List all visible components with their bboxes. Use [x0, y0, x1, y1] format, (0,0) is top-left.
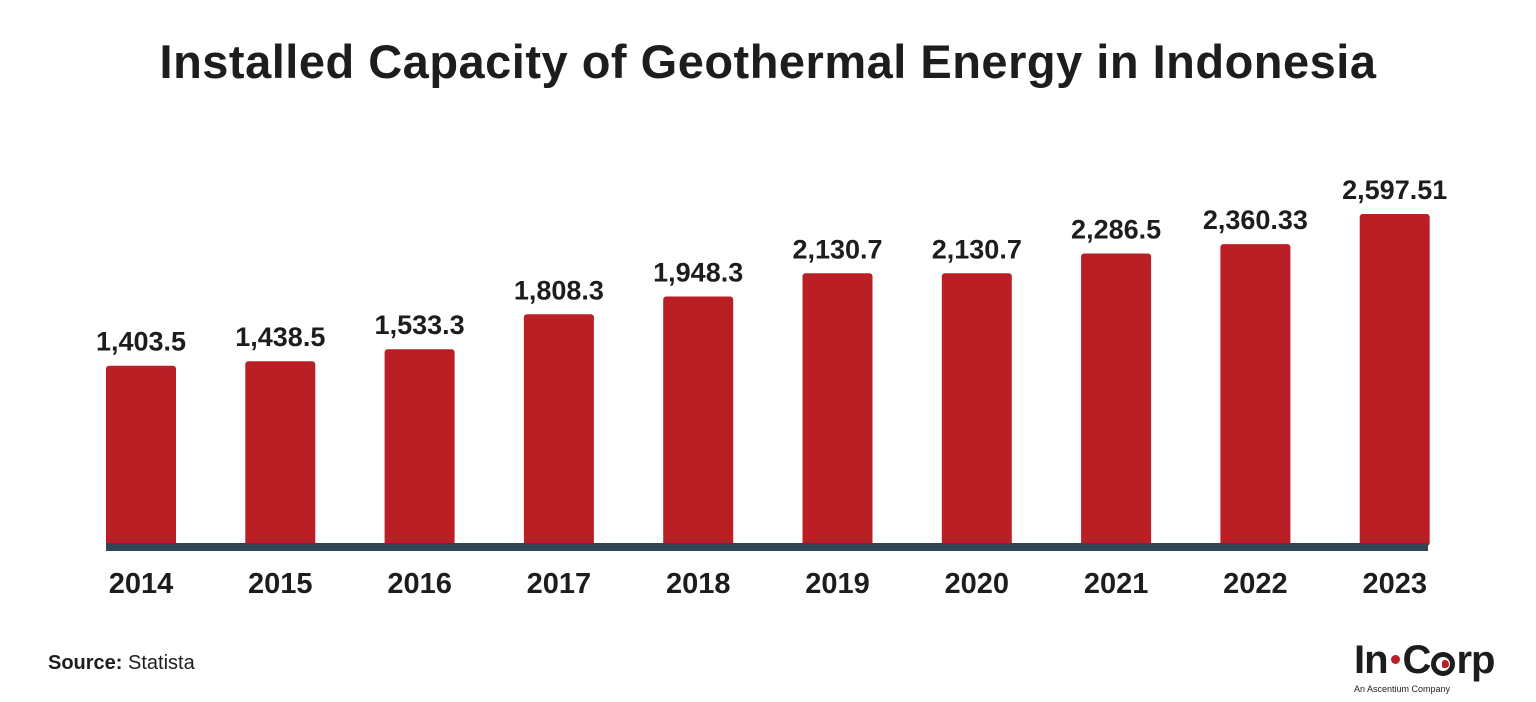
x-tick-label-2022: 2022 — [1223, 568, 1288, 600]
globe-icon — [1431, 652, 1456, 676]
x-tick-label-2019: 2019 — [805, 568, 870, 600]
source-note: Source: Statista — [48, 652, 195, 675]
value-label-2014: 1,403.5 — [96, 327, 186, 357]
logo-wordmark-start: In — [1354, 638, 1389, 682]
bar-2016 — [384, 349, 455, 546]
bar-2023 — [1359, 214, 1430, 546]
x-tick-label-2014: 2014 — [109, 568, 174, 600]
x-tick-label-2017: 2017 — [527, 568, 592, 600]
value-label-2017: 1,808.3 — [514, 275, 604, 305]
bar-2022 — [1220, 244, 1291, 546]
x-axis-line — [106, 543, 1428, 551]
x-tick-label-2015: 2015 — [248, 568, 313, 600]
bar-2021 — [1081, 253, 1152, 546]
bar-2017 — [523, 314, 594, 546]
value-label-2020: 2,130.7 — [932, 234, 1022, 264]
logo-wordmark-c: C — [1402, 638, 1432, 682]
value-label-2016: 1,533.3 — [375, 310, 465, 340]
source-value: Statista — [128, 652, 195, 674]
x-tick-label-2020: 2020 — [945, 568, 1010, 600]
source-key: Source: — [48, 652, 123, 674]
logo-wordmark-end: rp — [1456, 638, 1495, 682]
x-axis-tick-labels: 2014 2015 2016 2017 2018 2019 2020 2021 2022 2023 — [109, 568, 1427, 600]
x-tick-label-2023: 2023 — [1362, 568, 1427, 600]
value-label-2015: 1,438.5 — [235, 322, 325, 352]
value-label-2019: 2,130.7 — [792, 234, 882, 264]
bar-2018 — [663, 296, 734, 546]
value-labels: 1,403.5 1,438.5 1,533.3 1,808.3 1,948.3 2,130… — [96, 175, 1447, 357]
value-label-2022: 2,360.33 — [1203, 205, 1308, 235]
bars — [106, 214, 1430, 546]
bar-2019 — [802, 273, 873, 546]
x-tick-label-2021: 2021 — [1084, 568, 1149, 600]
bar-2014 — [106, 365, 176, 546]
logo-tagline: An Ascentium Company — [1354, 684, 1451, 694]
value-label-2023: 2,597.51 — [1342, 175, 1447, 205]
chart-title: Installed Capacity of Geothermal Energy … — [159, 35, 1377, 88]
logo-dot-icon — [1390, 654, 1400, 664]
bar-2015 — [245, 361, 316, 546]
x-tick-label-2018: 2018 — [666, 568, 731, 600]
x-tick-label-2016: 2016 — [387, 568, 452, 600]
bar-2020 — [941, 273, 1012, 546]
value-label-2021: 2,286.5 — [1071, 215, 1161, 245]
value-label-2018: 1,948.3 — [653, 257, 743, 287]
